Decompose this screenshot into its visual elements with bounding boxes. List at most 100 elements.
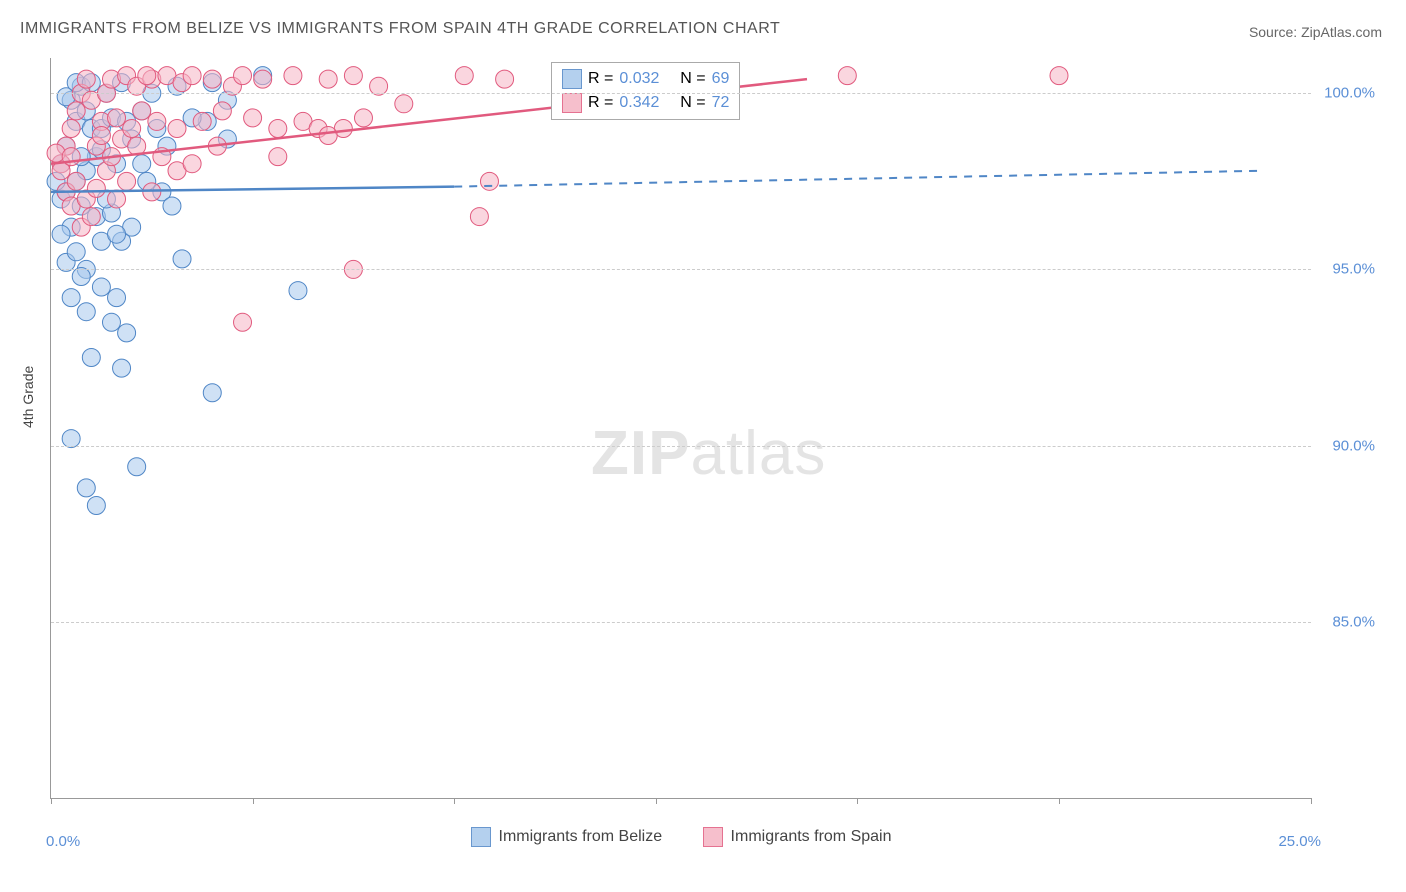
data-point-spain <box>470 208 488 226</box>
x-tick-mark <box>1311 798 1312 804</box>
data-point-spain <box>213 102 231 120</box>
stats-row-spain: R = 0.342 N = 72 <box>562 91 729 115</box>
data-point-belize <box>82 349 100 367</box>
gridline-h <box>51 93 1311 94</box>
data-point-spain <box>269 148 287 166</box>
data-point-belize <box>92 278 110 296</box>
y-tick-label: 85.0% <box>1332 613 1375 630</box>
gridline-h <box>51 269 1311 270</box>
data-point-spain <box>82 208 100 226</box>
source-prefix: Source: <box>1249 24 1301 40</box>
data-point-belize <box>128 458 146 476</box>
stats-legend: R = 0.032 N = 69 R = 0.342 N = 72 <box>551 62 740 120</box>
data-point-spain <box>284 67 302 85</box>
n-label: N = <box>680 94 705 112</box>
legend-label-belize: Immigrants from Belize <box>499 828 663 846</box>
data-point-spain <box>108 190 126 208</box>
y-tick-label: 90.0% <box>1332 437 1375 454</box>
data-point-spain <box>319 70 337 88</box>
data-point-spain <box>148 112 166 130</box>
regression-line-belize <box>51 187 454 192</box>
y-tick-label: 95.0% <box>1332 261 1375 278</box>
data-point-spain <box>118 172 136 190</box>
scatter-svg <box>51 58 1311 798</box>
legend-label-spain: Immigrants from Spain <box>731 828 892 846</box>
data-point-spain <box>168 119 186 137</box>
data-point-spain <box>87 179 105 197</box>
data-point-spain <box>108 109 126 127</box>
r-label: R = <box>588 70 613 88</box>
data-point-spain <box>354 109 372 127</box>
data-point-spain <box>344 67 362 85</box>
data-point-belize <box>77 303 95 321</box>
data-point-spain <box>395 95 413 113</box>
swatch-belize <box>562 69 582 89</box>
legend-item-spain: Immigrants from Spain <box>703 827 892 847</box>
data-point-belize <box>108 225 126 243</box>
data-point-belize <box>118 324 136 342</box>
data-point-spain <box>138 67 156 85</box>
n-value-belize: 69 <box>712 70 730 88</box>
data-point-spain <box>455 67 473 85</box>
data-point-spain <box>496 70 514 88</box>
data-point-belize <box>289 282 307 300</box>
data-point-spain <box>254 70 272 88</box>
swatch-spain <box>562 93 582 113</box>
data-point-spain <box>77 70 95 88</box>
data-point-belize <box>62 289 80 307</box>
source-name: ZipAtlas.com <box>1301 24 1382 40</box>
data-point-spain <box>1050 67 1068 85</box>
data-point-spain <box>234 313 252 331</box>
data-point-spain <box>133 102 151 120</box>
regression-line-dashed-belize <box>454 171 1260 187</box>
data-point-belize <box>87 497 105 515</box>
data-point-spain <box>480 172 498 190</box>
x-tick-mark <box>51 798 52 804</box>
data-point-spain <box>838 67 856 85</box>
stats-row-belize: R = 0.032 N = 69 <box>562 67 729 91</box>
data-point-belize <box>173 250 191 268</box>
x-tick-mark <box>656 798 657 804</box>
series-legend: Immigrants from Belize Immigrants from S… <box>51 827 1311 852</box>
r-label: R = <box>588 94 613 112</box>
data-point-belize <box>52 225 70 243</box>
data-point-belize <box>133 155 151 173</box>
y-axis-label: 4th Grade <box>20 366 36 428</box>
data-point-spain <box>203 70 221 88</box>
chart-area: 4th Grade ZIPatlas R = 0.032 N = 69 R = … <box>50 58 1380 828</box>
data-point-spain <box>183 67 201 85</box>
data-point-belize <box>163 197 181 215</box>
chart-title: IMMIGRANTS FROM BELIZE VS IMMIGRANTS FRO… <box>20 20 780 38</box>
data-point-belize <box>77 479 95 497</box>
n-label: N = <box>680 70 705 88</box>
data-point-spain <box>67 102 85 120</box>
data-point-spain <box>234 67 252 85</box>
swatch-spain <box>703 827 723 847</box>
data-point-belize <box>113 359 131 377</box>
data-point-spain <box>62 119 80 137</box>
data-point-belize <box>67 243 85 261</box>
y-tick-label: 100.0% <box>1324 85 1375 102</box>
data-point-belize <box>108 289 126 307</box>
x-tick-mark <box>454 798 455 804</box>
data-point-spain <box>269 119 287 137</box>
gridline-h <box>51 446 1311 447</box>
data-point-spain <box>67 172 85 190</box>
r-value-belize: 0.032 <box>619 70 659 88</box>
data-point-spain <box>92 127 110 145</box>
data-point-spain <box>319 127 337 145</box>
x-tick-mark <box>857 798 858 804</box>
data-point-spain <box>193 112 211 130</box>
data-point-belize <box>203 384 221 402</box>
data-point-spain <box>244 109 262 127</box>
r-value-spain: 0.342 <box>619 94 659 112</box>
n-value-spain: 72 <box>712 94 730 112</box>
x-tick-mark <box>1059 798 1060 804</box>
plot-region: ZIPatlas R = 0.032 N = 69 R = 0.342 N = … <box>50 58 1311 799</box>
gridline-h <box>51 622 1311 623</box>
data-point-spain <box>123 119 141 137</box>
swatch-belize <box>471 827 491 847</box>
data-point-spain <box>183 155 201 173</box>
x-tick-mark <box>253 798 254 804</box>
legend-item-belize: Immigrants from Belize <box>471 827 663 847</box>
